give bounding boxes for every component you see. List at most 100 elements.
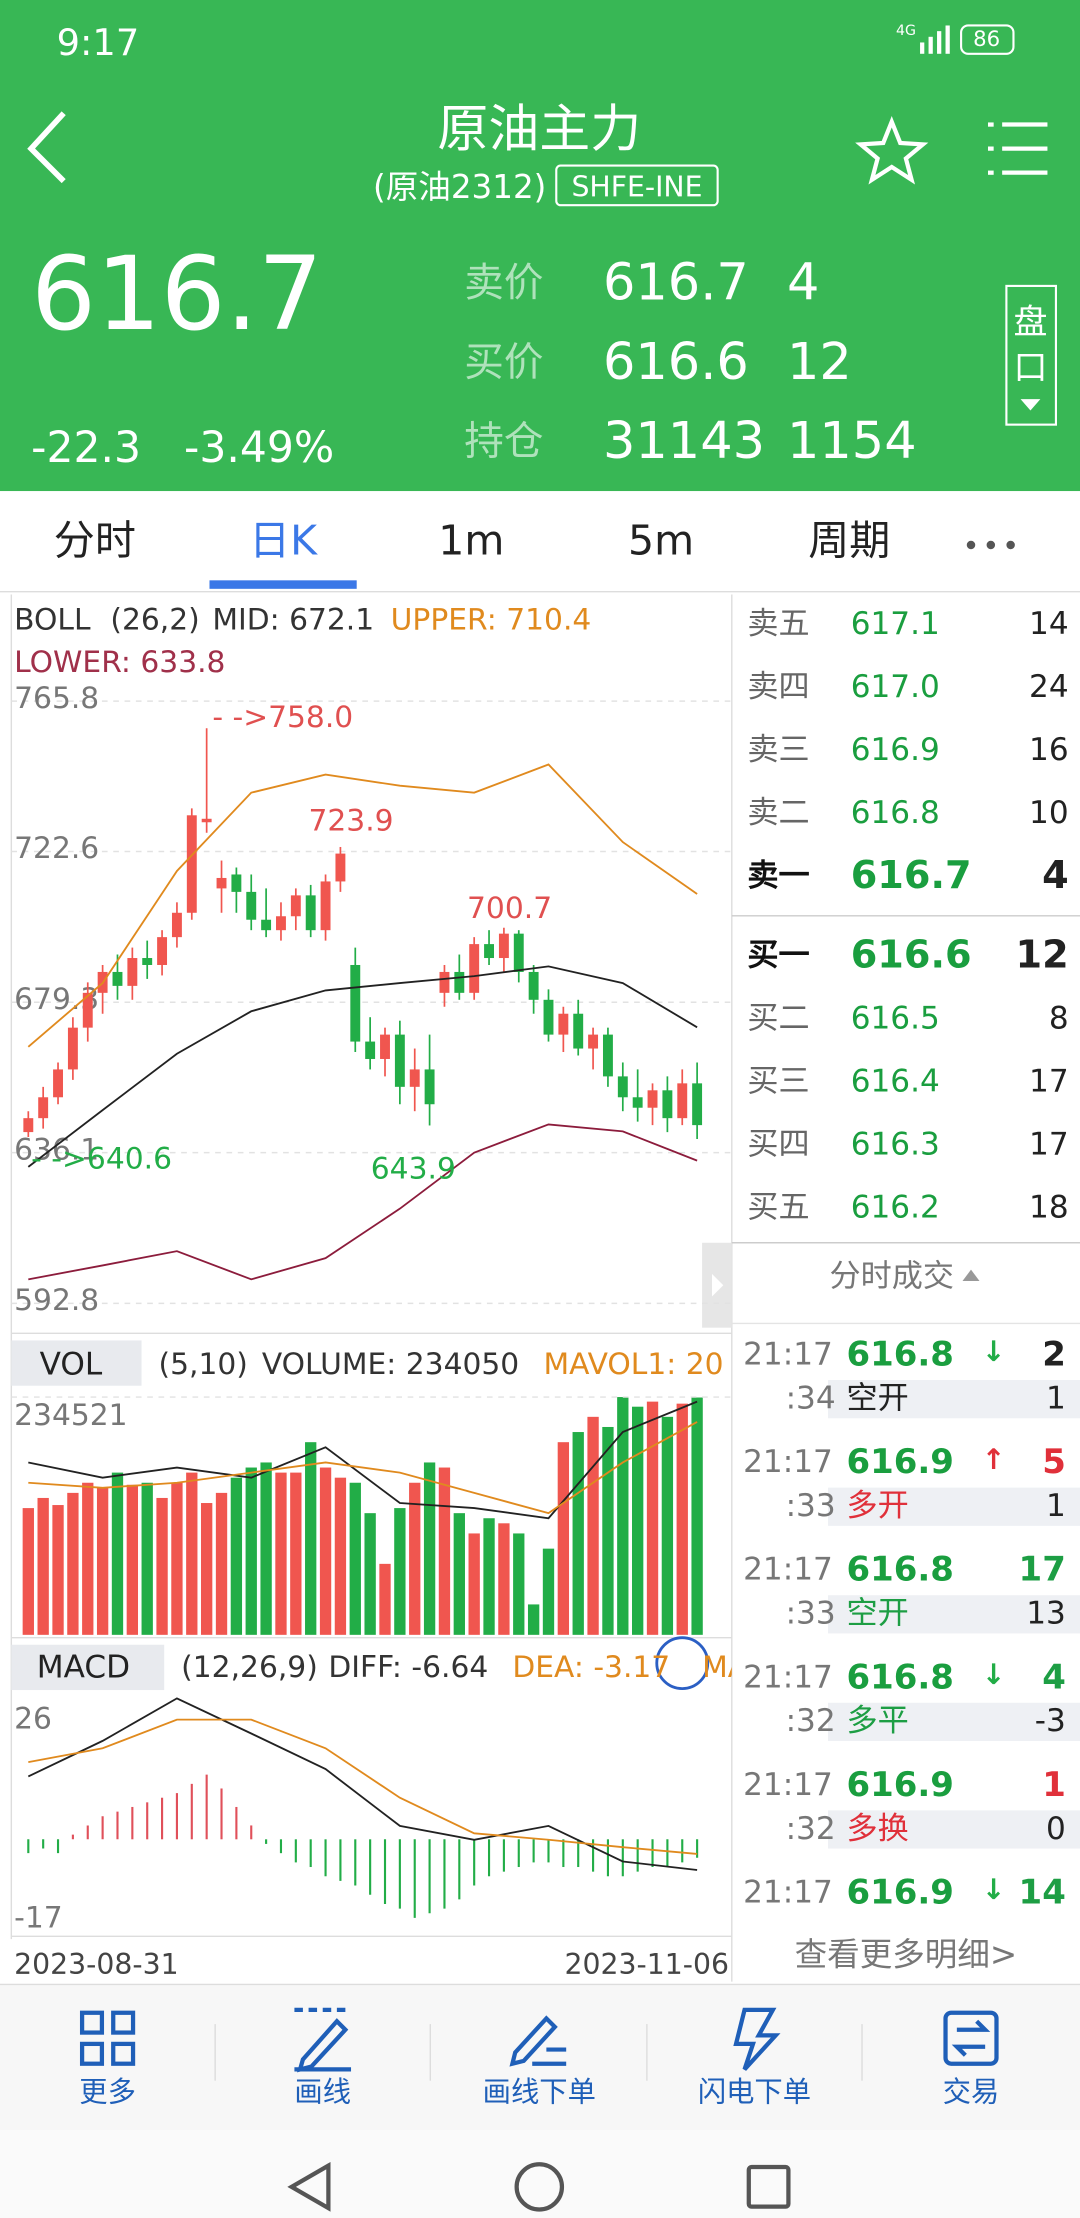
volume-bar <box>37 1497 49 1635</box>
volume-bar <box>527 1604 540 1635</box>
volume-bar <box>587 1416 599 1635</box>
y-tick-label: -17 <box>14 1900 63 1935</box>
volume-bar <box>275 1472 287 1635</box>
tab-indicator <box>209 580 357 589</box>
volume-bar <box>171 1482 183 1635</box>
volume-bar <box>200 1503 213 1635</box>
switch-icon[interactable] <box>655 1636 710 1691</box>
volume-bar <box>22 1508 34 1635</box>
candle-body <box>186 815 197 913</box>
nav-back[interactable] <box>287 2161 331 2212</box>
depth-label[interactable]: 口 <box>1013 348 1047 388</box>
trade-kind: 空开 <box>846 1380 908 1416</box>
book-price: 616.4 <box>851 1063 940 1099</box>
book-qty: 18 <box>1029 1189 1069 1225</box>
candle-body <box>335 853 346 882</box>
volume-bar <box>334 1477 347 1635</box>
tab[interactable]: 周期 <box>808 517 890 565</box>
candle-body <box>127 958 138 986</box>
candle-body <box>246 891 257 920</box>
book-price: 616.5 <box>851 1000 940 1036</box>
candle-body <box>320 881 331 931</box>
trade-price: 616.9 <box>846 1765 953 1805</box>
exchange: SHFE-INE <box>571 170 702 203</box>
nav-label[interactable]: 画线 <box>294 2076 351 2109</box>
candle-body <box>171 912 182 938</box>
change: -22.3 <box>31 424 141 473</box>
trade-dir: ↓ <box>982 1873 1006 1906</box>
macd-more: MA <box>702 1650 749 1685</box>
trade-qty: 1 <box>1046 1488 1066 1524</box>
candle-body <box>617 1076 628 1098</box>
nav-label[interactable]: 闪电下单 <box>698 2076 811 2109</box>
tab[interactable]: 日K <box>249 517 318 565</box>
trade-kind: 空开 <box>846 1596 908 1632</box>
depth-button[interactable] <box>1005 284 1057 426</box>
book-label: 买一 <box>747 937 809 973</box>
y-tick-label: 722.6 <box>14 831 99 866</box>
indicator-line <box>28 1123 698 1281</box>
nav-recent[interactable] <box>746 2164 791 2209</box>
more-tabs[interactable] <box>966 540 1015 550</box>
battery-level: 86 <box>973 27 1000 52</box>
candle-body <box>528 971 539 1000</box>
book-qty: 8 <box>1049 1000 1069 1036</box>
depth-label[interactable]: 盘 <box>1013 303 1047 343</box>
title: 原油主力 <box>437 101 641 160</box>
volume-bar <box>691 1397 703 1635</box>
candle-body <box>498 933 509 959</box>
volume-bar <box>141 1482 153 1635</box>
candle-body <box>261 919 272 931</box>
indicator: MACD <box>37 1649 130 1685</box>
menu-button[interactable] <box>987 122 1048 175</box>
candle-body <box>142 958 153 965</box>
trade-dir: ↓ <box>982 1335 1006 1368</box>
book-price: 616.3 <box>851 1126 940 1162</box>
header-bg <box>0 0 1080 492</box>
volume-bar <box>394 1508 406 1635</box>
system-nav <box>0 2130 1080 2218</box>
trade-vol: 4 <box>1042 1657 1066 1697</box>
trade-sec: :33 <box>786 1488 836 1524</box>
date-start: 2023-08-31 <box>14 1948 178 1981</box>
nav-label[interactable]: 更多 <box>79 2076 136 2109</box>
back-button[interactable] <box>27 111 66 184</box>
candle-body <box>588 1034 599 1049</box>
volume-bar <box>602 1426 614 1635</box>
nav-label[interactable]: 画线下单 <box>483 2076 596 2109</box>
candle-body <box>201 818 212 823</box>
trade-time: 21:17 <box>743 1874 833 1910</box>
book-price: 616.9 <box>851 732 940 768</box>
volume-bar <box>542 1548 555 1635</box>
macd-dea: DEA: -3.17 <box>512 1650 670 1685</box>
trades-title: 分时成交 <box>829 1259 954 1295</box>
quote-qty: 4 <box>787 254 819 313</box>
book-qty: 12 <box>1016 933 1069 977</box>
trade-price: 616.8 <box>846 1657 953 1697</box>
more-detail[interactable]: 查看更多明细> <box>795 1936 1018 1974</box>
trade-qty: -3 <box>1035 1703 1066 1739</box>
candle-body <box>276 916 286 931</box>
boll-mid: MID: 672.1 <box>212 602 374 637</box>
trade-time: 21:17 <box>743 1767 833 1803</box>
tab[interactable]: 5m <box>628 517 694 565</box>
book-price: 616.2 <box>851 1189 940 1225</box>
tab[interactable]: 分时 <box>54 517 136 565</box>
volume-bar <box>245 1467 257 1635</box>
nav-label[interactable]: 交易 <box>943 2076 1000 2109</box>
indicator-line <box>27 763 698 1048</box>
candle-body <box>82 992 93 1028</box>
book-qty: 17 <box>1029 1126 1069 1162</box>
star-button[interactable] <box>855 116 929 185</box>
quote-label: 买价 <box>464 339 543 385</box>
tab-bar <box>0 491 1080 591</box>
annotation: 700.7 <box>467 891 552 926</box>
trade-sec: :32 <box>786 1703 836 1739</box>
indicator: BOLL <box>14 602 91 637</box>
quote-qty: 12 <box>787 333 852 392</box>
book-qty: 4 <box>1042 854 1069 898</box>
nav-home[interactable] <box>514 2162 565 2212</box>
tab[interactable]: 1m <box>438 517 504 565</box>
trade-vol: 1 <box>1042 1765 1066 1805</box>
candle-body <box>67 1027 78 1070</box>
